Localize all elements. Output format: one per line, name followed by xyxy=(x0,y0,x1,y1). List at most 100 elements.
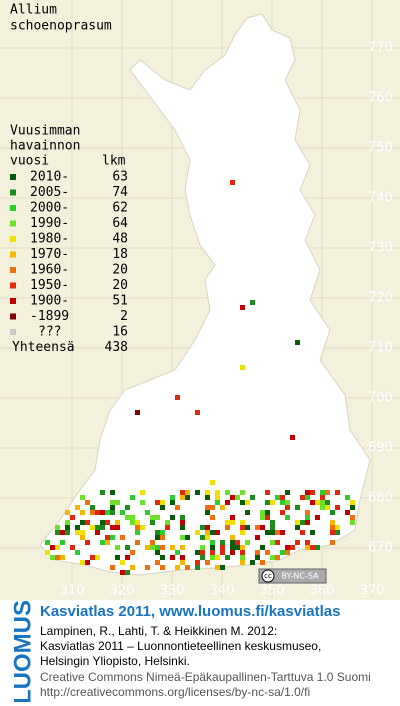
observation-square xyxy=(115,520,120,525)
observation-square xyxy=(240,520,245,525)
easting-label: 330 xyxy=(160,584,185,599)
observation-square xyxy=(315,500,320,505)
observation-square xyxy=(295,525,300,530)
northing-label: 720 xyxy=(368,291,393,306)
observation-square xyxy=(260,525,265,530)
observation-square xyxy=(320,495,325,500)
observation-square xyxy=(285,505,290,510)
easting-label: 370 xyxy=(360,584,385,599)
observation-square xyxy=(310,500,315,505)
observation-square xyxy=(200,550,205,555)
observation-square xyxy=(175,550,180,555)
observation-square xyxy=(240,550,245,555)
northing-label: 760 xyxy=(368,91,393,106)
observation-square xyxy=(335,525,340,530)
observation-square xyxy=(215,555,220,560)
observation-square xyxy=(210,530,215,535)
legend-label: 2000- xyxy=(30,201,69,216)
observation-square xyxy=(260,560,265,565)
legend-swatch xyxy=(10,329,16,335)
observation-square xyxy=(60,540,65,545)
observation-square xyxy=(200,535,205,540)
legend-count: 74 xyxy=(112,185,128,200)
observation-square xyxy=(195,490,200,495)
observation-square xyxy=(45,540,50,545)
observation-square xyxy=(230,550,235,555)
legend-label: 2010- xyxy=(30,170,69,185)
observation-square xyxy=(65,525,70,530)
observation-square xyxy=(220,550,225,555)
observation-square xyxy=(65,520,70,525)
observation-square xyxy=(235,545,240,550)
observation-square xyxy=(170,545,175,550)
observation-square xyxy=(250,495,255,500)
legend-count: 2 xyxy=(120,309,128,324)
observation-square xyxy=(215,495,220,500)
observation-square xyxy=(240,490,245,495)
legend-count: 48 xyxy=(112,232,128,247)
observation-square xyxy=(195,560,200,565)
observation-square xyxy=(350,505,355,510)
observation-square xyxy=(185,535,190,540)
observation-square xyxy=(130,520,135,525)
observation-square xyxy=(170,495,175,500)
observation-square xyxy=(305,520,310,525)
observation-square xyxy=(135,525,140,530)
legend-swatch xyxy=(10,313,16,320)
observation-square xyxy=(320,500,325,505)
observation-square xyxy=(105,510,110,515)
observation-square xyxy=(110,565,115,570)
observation-square xyxy=(165,525,170,530)
observation-square xyxy=(160,545,165,550)
observation-square xyxy=(255,550,260,555)
observation-square xyxy=(180,535,185,540)
observation-square xyxy=(90,525,95,530)
observation-square xyxy=(205,495,210,500)
legend-count: 62 xyxy=(112,201,128,216)
easting-label: 310 xyxy=(60,584,85,599)
observation-square xyxy=(100,540,105,545)
observation-square xyxy=(135,540,140,545)
observation-square xyxy=(315,545,320,550)
observation-square xyxy=(155,535,160,540)
observation-square xyxy=(150,540,155,545)
legend-count: 64 xyxy=(112,216,128,231)
legend-swatch xyxy=(10,189,16,196)
observation-square xyxy=(230,180,235,185)
legend-swatch xyxy=(10,174,16,180)
observation-square xyxy=(220,540,225,545)
observation-square xyxy=(85,540,90,545)
observation-square xyxy=(215,530,220,535)
observation-square xyxy=(305,510,310,515)
easting-label: 350 xyxy=(260,584,285,599)
observation-square xyxy=(55,525,60,530)
observation-square xyxy=(205,535,210,540)
observation-square xyxy=(300,520,305,525)
observation-square xyxy=(240,555,245,560)
legend-label: 1990- xyxy=(30,216,69,231)
observation-square xyxy=(110,490,115,495)
observation-square xyxy=(230,545,235,550)
northing-label: 680 xyxy=(368,491,393,506)
observation-square xyxy=(245,500,250,505)
observation-square xyxy=(350,520,355,525)
observation-square xyxy=(115,500,120,505)
observation-square xyxy=(230,515,235,520)
observation-square xyxy=(220,505,225,510)
observation-square xyxy=(180,515,185,520)
observation-square xyxy=(180,520,185,525)
citation: Lampinen, R., Lahti, T. & Heikkinen M. 2… xyxy=(40,624,277,638)
legend-header: havainnon xyxy=(10,139,80,154)
legend-header: Vuusimman xyxy=(10,124,80,139)
observation-square xyxy=(125,570,130,575)
observation-square xyxy=(270,530,275,535)
observation-square xyxy=(295,505,300,510)
legend-label: ??? xyxy=(38,325,61,340)
observation-square xyxy=(270,540,275,545)
legend-label: 1970- xyxy=(30,247,69,262)
observation-square xyxy=(320,505,325,510)
observation-square xyxy=(230,540,235,545)
observation-square xyxy=(115,545,120,550)
license-text: Creative Commons Nimeä-Epäkaupallinen-Ta… xyxy=(40,670,371,684)
northing-label: 740 xyxy=(368,191,393,206)
